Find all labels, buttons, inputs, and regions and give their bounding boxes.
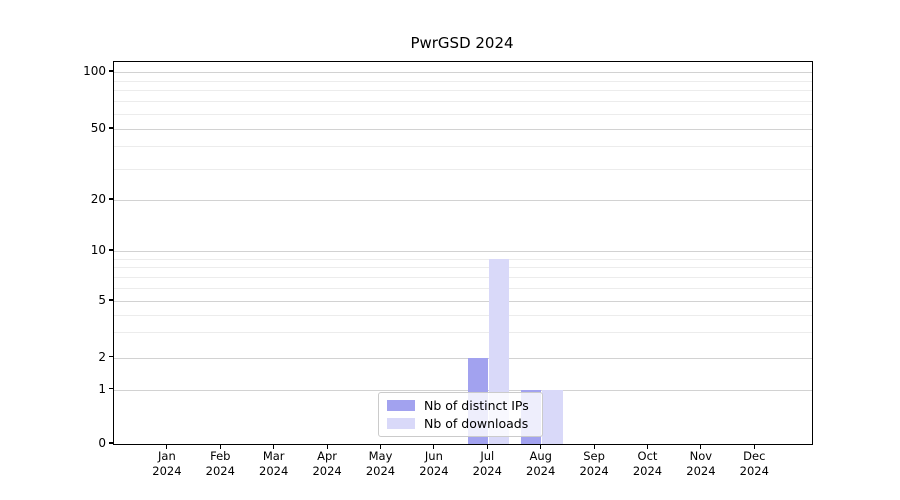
legend-label-downloads: Nb of downloads [424,416,529,431]
x-tick-mark-jul [486,444,488,449]
gridline-y-9 [114,258,812,260]
x-tick-month: Feb [210,449,231,463]
x-tick-label-dec: Dec 2024 [722,449,786,479]
x-tick-month: Jan [158,449,176,463]
x-tick-label-may: May 2024 [349,449,413,479]
x-tick-month: Aug [529,449,552,463]
gridline-y-3 [114,332,812,334]
x-tick-mark-jan [166,444,168,449]
x-tick-year: 2024 [472,464,502,478]
y-tick-mark-10 [109,249,113,251]
gridline-y-100 [114,72,812,73]
gridline-y-5 [114,301,812,302]
y-tick-mark-100 [109,70,113,72]
y-tick-mark-0 [109,442,113,444]
y-tick-mark-20 [109,198,113,200]
x-tick-year: 2024 [686,464,716,478]
y-tick-label-0: 0 [98,436,106,450]
gridline-y-80 [114,90,812,92]
plot-area [113,61,813,445]
x-tick-label-aug: Aug 2024 [509,449,573,479]
x-tick-label-sep: Sep 2024 [562,449,626,479]
x-tick-year: 2024 [205,464,235,478]
x-tick-month: Oct [637,449,658,463]
x-tick-year: 2024 [526,464,556,478]
x-tick-label-jun: Jun 2024 [402,449,466,479]
x-tick-mark-jun [433,444,435,449]
legend-swatch-downloads [387,418,415,429]
gridline-y-8 [114,267,812,269]
x-tick-label-jul: Jul 2024 [455,449,519,479]
y-tick-label-20: 20 [90,192,106,206]
x-tick-label-oct: Oct 2024 [616,449,680,479]
y-tick-label-5: 5 [98,293,106,307]
y-tick-mark-1 [109,387,113,390]
x-tick-year: 2024 [739,464,769,478]
x-tick-mark-aug [540,444,542,449]
x-tick-year: 2024 [579,464,609,478]
gridline-y-1 [114,389,812,391]
legend-label-distinct-ips: Nb of distinct IPs [424,398,529,413]
x-tick-year: 2024 [419,464,449,478]
y-tick-label-1: 1 [98,381,106,396]
legend: Nb of distinct IPs Nb of downloads [378,392,543,437]
gridline-y-40 [114,146,812,148]
x-tick-year: 2024 [152,464,182,478]
y-tick-label-2: 2 [98,349,106,364]
x-tick-year: 2024 [632,464,663,478]
gridline-y-7 [114,276,812,278]
x-tick-month: Dec [743,449,766,463]
y-tick-mark-5 [109,299,113,301]
gridline-y-70 [114,101,812,103]
x-tick-year: 2024 [365,464,396,478]
legend-swatch-distinct-ips [387,400,415,411]
x-tick-label-jan: Jan 2024 [135,449,199,479]
x-tick-label-feb: Feb 2024 [188,449,252,479]
gridline-y-50 [114,129,812,130]
y-tick-mark-50 [109,127,113,129]
x-tick-mark-sep [593,444,595,449]
chart-title: PwrGSD 2024 [410,34,514,52]
y-tick-label-10: 10 [90,243,106,257]
x-tick-month: Apr [317,449,338,463]
legend-item-distinct-ips: Nb of distinct IPs [387,399,534,412]
x-tick-month: Mar [262,449,285,463]
x-tick-mark-oct [646,444,649,449]
x-tick-mark-apr [326,444,328,449]
x-tick-month: Nov [689,449,713,463]
gridline-y-20 [114,200,812,201]
x-tick-mark-feb [219,444,221,449]
y-tick-label-50: 50 [90,121,106,135]
y-tick-label-100: 100 [83,64,106,78]
x-tick-year: 2024 [312,464,342,478]
x-tick-month: Sep [583,449,605,463]
x-tick-year: 2024 [259,464,289,478]
legend-item-downloads: Nb of downloads [387,417,534,430]
gridline-y-90 [114,80,812,82]
x-tick-month: Jun [424,449,443,463]
bar-aug-downloads [542,389,563,444]
y-tick-mark-2 [109,355,113,358]
x-tick-month: May [368,449,393,463]
gridline-y-2 [114,357,812,359]
x-tick-label-apr: Apr 2024 [295,449,359,479]
x-tick-mark-mar [273,444,275,449]
x-tick-label-nov: Nov 2024 [669,449,733,479]
x-tick-label-mar: Mar 2024 [242,449,306,479]
gridline-y-30 [114,168,812,170]
gridline-y-60 [114,114,812,115]
gridline-y-6 [114,287,812,289]
x-tick-mark-nov [700,444,702,449]
x-tick-month: Jul [480,449,495,463]
gridline-y-10 [114,251,812,252]
gridline-y-4 [114,314,812,316]
x-tick-mark-dec [753,444,755,449]
x-tick-mark-may [379,444,382,449]
